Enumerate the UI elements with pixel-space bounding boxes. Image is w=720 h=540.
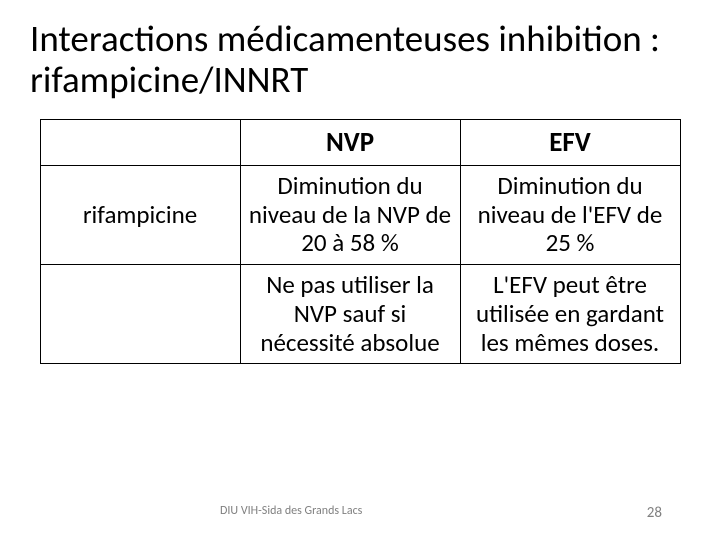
slide: Interactions médicamenteuses inhibition … [0, 0, 720, 540]
cell-nvp: Ne pas utiliser la NVP sauf si nécessité… [240, 265, 460, 364]
col-header-nvp: NVP [240, 119, 460, 165]
cell-nvp: Diminution du niveau de la NVP de 20 à 5… [240, 165, 460, 264]
row-label [40, 265, 240, 364]
table-header-row: NVP EFV [40, 119, 680, 165]
footer-source: DIU VIH-Sida des Grands Lacs [220, 504, 362, 522]
slide-title: Interactions médicamenteuses inhibition … [30, 18, 690, 101]
table-row: rifampicine Diminution du niveau de la N… [40, 165, 680, 264]
col-header-efv: EFV [460, 119, 680, 165]
page-number: 28 [647, 504, 662, 522]
interactions-table: NVP EFV rifampicine Diminution du niveau… [40, 119, 681, 365]
cell-efv: Diminution du niveau de l'EFV de 25 % [460, 165, 680, 264]
cell-efv: L'EFV peut être utilisée en gardant les … [460, 265, 680, 364]
row-label: rifampicine [40, 165, 240, 264]
col-header-empty [40, 119, 240, 165]
slide-footer: DIU VIH-Sida des Grands Lacs 28 [0, 504, 720, 522]
table-row: Ne pas utiliser la NVP sauf si nécessité… [40, 265, 680, 364]
